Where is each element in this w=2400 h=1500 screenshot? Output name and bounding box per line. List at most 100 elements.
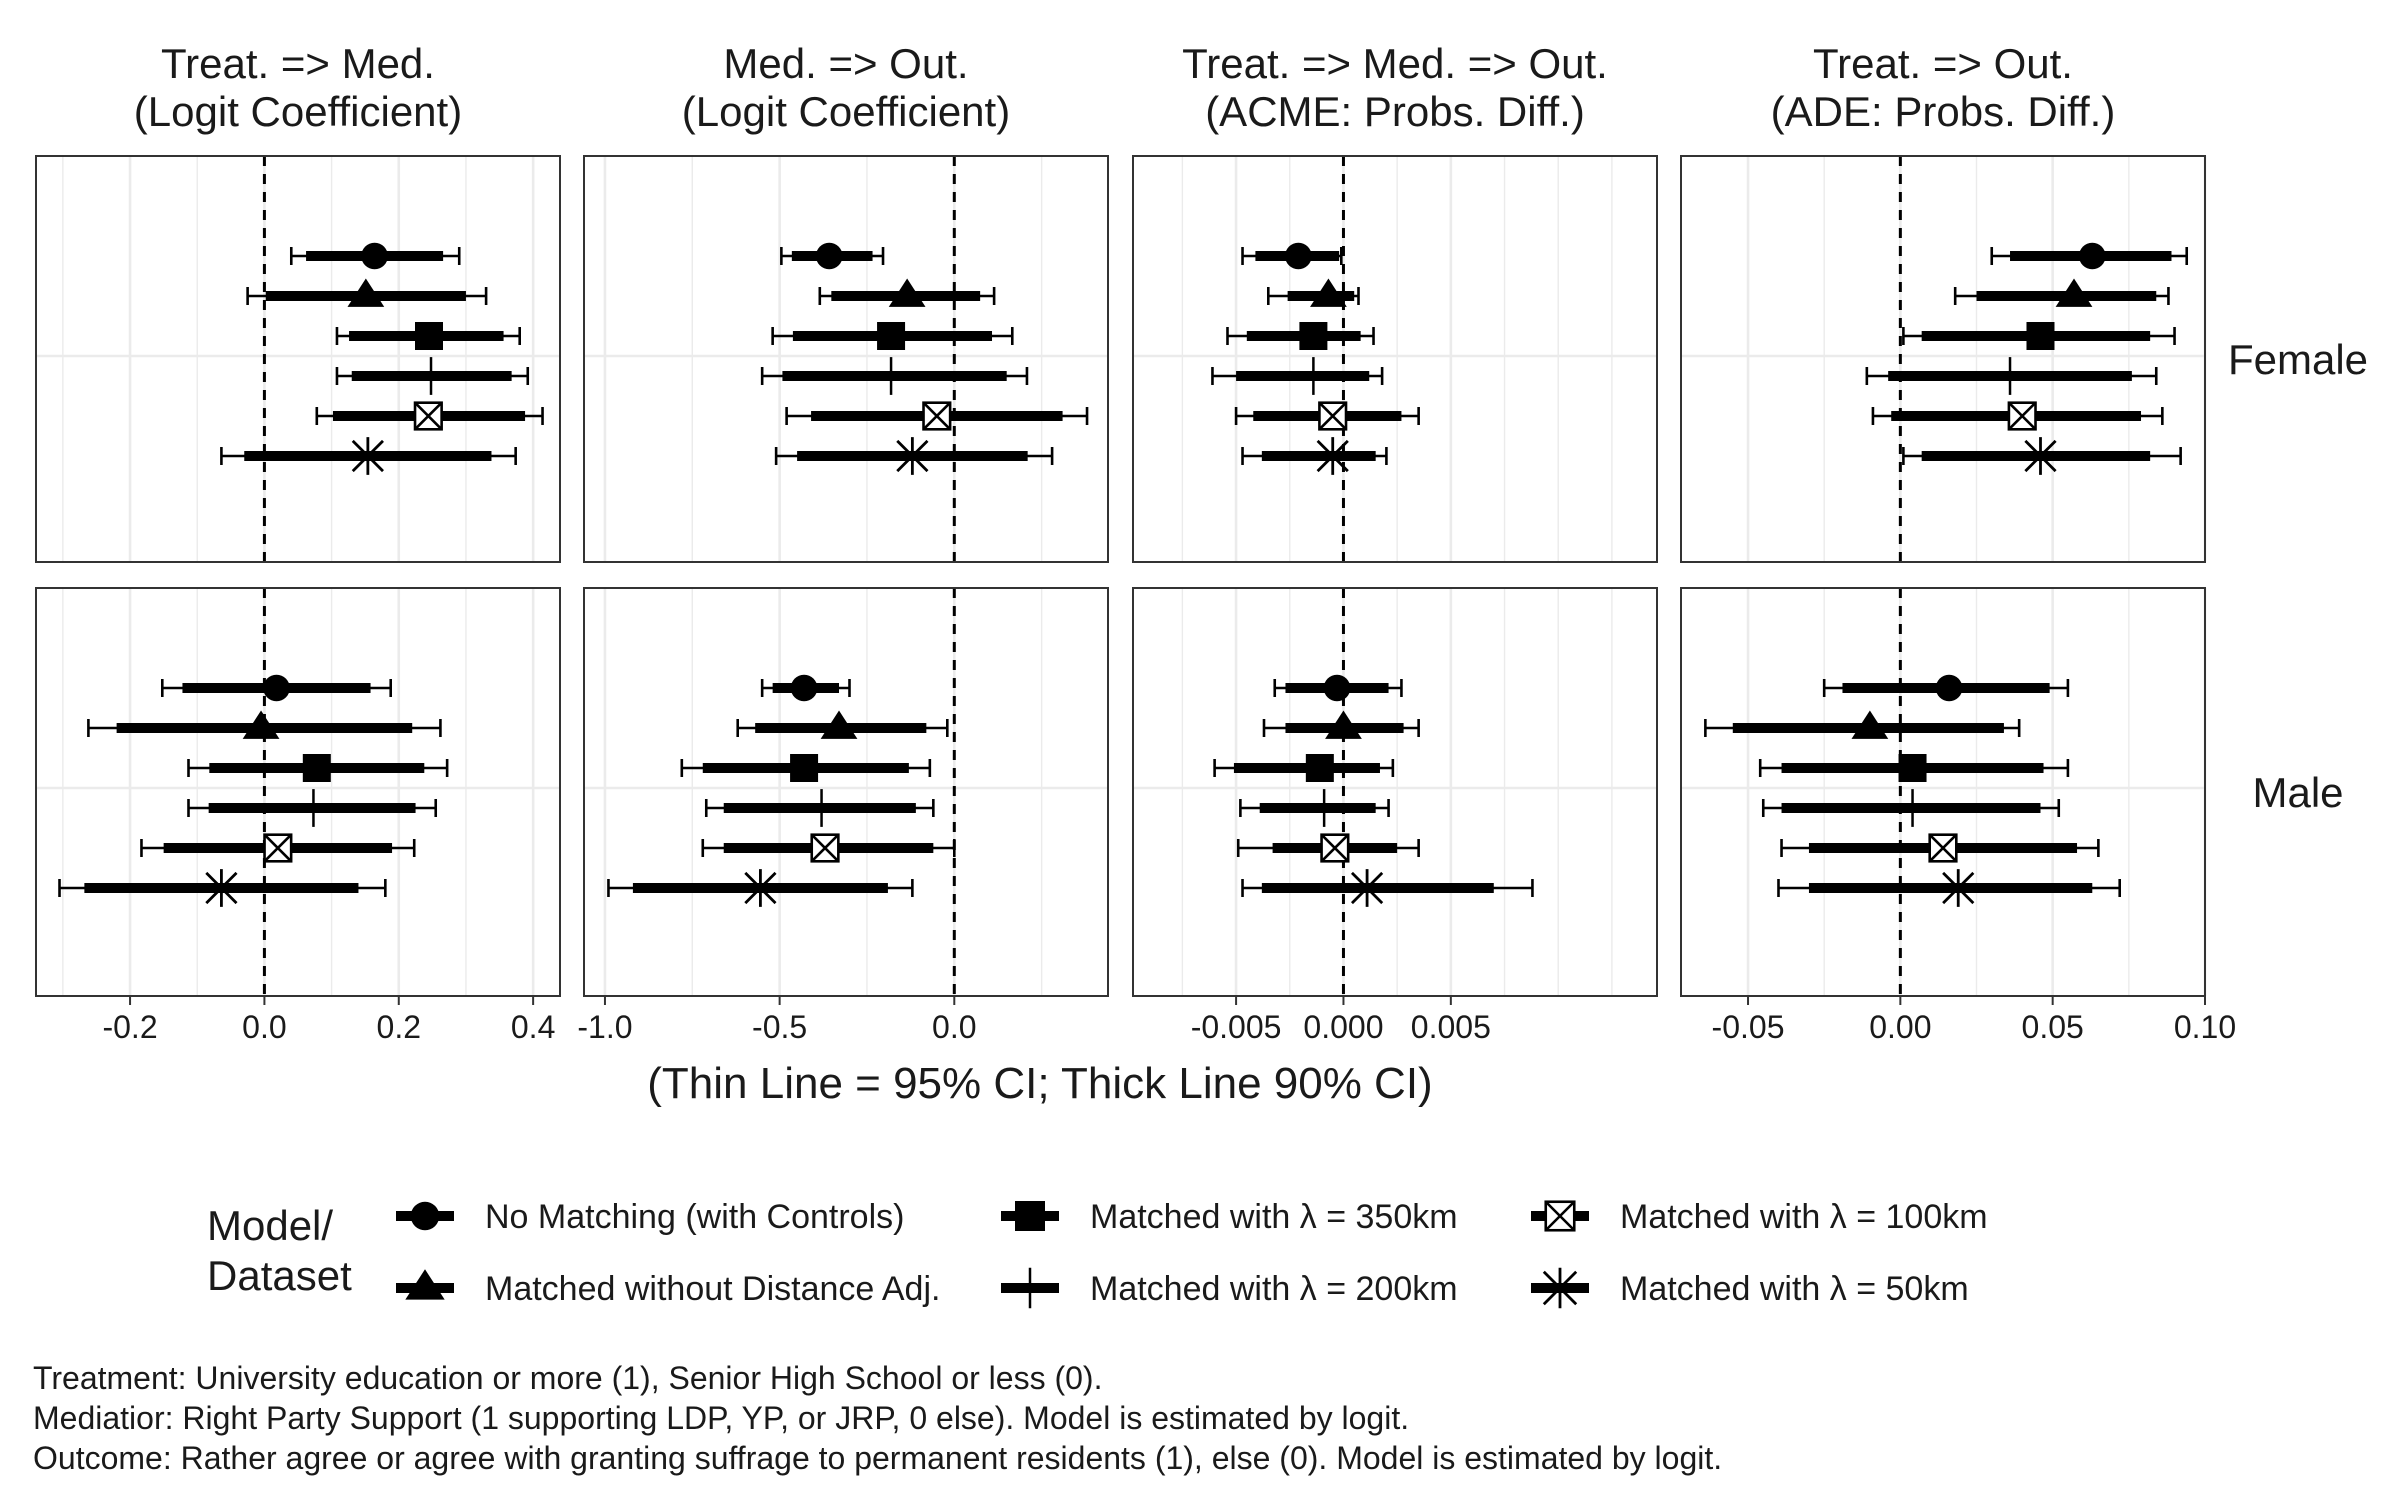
estimate-plus bbox=[335, 357, 530, 395]
point-marker bbox=[1310, 278, 1347, 307]
estimate-square bbox=[1758, 754, 2070, 782]
point-marker-triangle bbox=[1325, 710, 1362, 739]
column-title: (ACME: Probs. Diff.) bbox=[1205, 88, 1585, 135]
x-tick-label: 0.4 bbox=[511, 1009, 555, 1045]
estimate-triangle bbox=[246, 278, 488, 307]
x-tick-label: 0.000 bbox=[1303, 1009, 1383, 1045]
panels bbox=[35, 155, 2207, 997]
point-marker-square bbox=[877, 322, 906, 350]
estimate-plus bbox=[704, 789, 935, 827]
legend-label: Matched with λ = 200km bbox=[1090, 1270, 1458, 1308]
estimate-square bbox=[771, 322, 1014, 350]
legend-label: Matched with λ = 50km bbox=[1620, 1270, 1969, 1308]
point-marker-circle bbox=[1285, 242, 1312, 270]
point-marker-circle bbox=[1323, 674, 1351, 702]
column-title: (ADE: Probs. Diff.) bbox=[1771, 88, 2116, 135]
estimate-asterisk bbox=[1777, 869, 2121, 907]
estimate-crossed-square bbox=[1871, 401, 2164, 431]
panel bbox=[1680, 587, 2207, 997]
point-marker-square bbox=[1299, 322, 1328, 350]
point-marker bbox=[1898, 754, 1927, 782]
point-marker bbox=[2055, 278, 2093, 307]
estimate-triangle bbox=[1953, 278, 2170, 307]
estimate-circle bbox=[760, 674, 851, 702]
x-tick-label: 0.10 bbox=[2174, 1009, 2236, 1045]
panel bbox=[35, 155, 561, 563]
row-labels: Female Male bbox=[2228, 336, 2368, 816]
point-marker-square bbox=[790, 754, 819, 782]
point-marker-cross bbox=[1928, 833, 1958, 863]
legend-item: Matched with λ = 100km bbox=[1531, 1198, 1988, 1236]
estimate-plus bbox=[1761, 789, 2061, 827]
point-marker-cross bbox=[810, 833, 840, 863]
x-tick-label: 0.05 bbox=[2022, 1009, 2084, 1045]
point-marker bbox=[820, 710, 858, 739]
point-marker bbox=[790, 674, 818, 702]
estimate-plus bbox=[760, 357, 1029, 395]
estimate-asterisk bbox=[220, 437, 517, 475]
panel-border bbox=[583, 155, 1109, 563]
point-marker-triangle bbox=[2055, 278, 2093, 307]
legend-key-marker bbox=[410, 1201, 440, 1231]
panel bbox=[1132, 587, 1658, 997]
row-label: Female bbox=[2228, 336, 2368, 383]
point-marker bbox=[2026, 322, 2055, 350]
point-marker bbox=[1323, 674, 1351, 702]
point-marker bbox=[744, 869, 777, 907]
point-marker-triangle bbox=[347, 278, 385, 307]
estimate-crossed-square bbox=[140, 833, 416, 863]
estimate-asterisk bbox=[1902, 437, 2182, 475]
point-marker bbox=[922, 401, 952, 431]
point-marker bbox=[361, 242, 388, 270]
point-marker bbox=[415, 322, 443, 350]
panel-border bbox=[35, 587, 561, 997]
footnote-outcome: Outcome: Rather agree or agree with gran… bbox=[33, 1440, 1723, 1476]
estimate-crossed-square bbox=[1780, 833, 2100, 863]
point-marker bbox=[1318, 401, 1348, 431]
legend-item: Matched without Distance Adj. bbox=[396, 1269, 940, 1308]
point-marker-triangle bbox=[888, 278, 926, 307]
point-marker-asterisk bbox=[2024, 437, 2057, 475]
estimate-asterisk bbox=[58, 869, 387, 907]
point-marker-cross bbox=[263, 833, 293, 863]
point-marker bbox=[2024, 437, 2057, 475]
legend-item: Matched with λ = 350km bbox=[1001, 1198, 1458, 1236]
panel bbox=[1132, 155, 1658, 563]
point-marker bbox=[2078, 242, 2106, 270]
point-marker bbox=[1350, 869, 1384, 907]
estimate-square bbox=[1226, 322, 1375, 350]
point-marker-square bbox=[2026, 322, 2055, 350]
point-marker-circle bbox=[815, 242, 843, 270]
point-marker bbox=[1851, 710, 1889, 739]
point-marker-square bbox=[1305, 754, 1334, 782]
estimate-square bbox=[335, 322, 521, 350]
estimate-circle bbox=[1273, 674, 1403, 702]
point-marker bbox=[1928, 833, 1958, 863]
point-marker-triangle bbox=[1851, 710, 1889, 739]
x-tick-label: -1.0 bbox=[577, 1009, 632, 1045]
panel-border bbox=[1680, 155, 2206, 563]
point-marker-triangle bbox=[242, 710, 280, 739]
point-marker bbox=[413, 401, 443, 431]
point-marker-cross bbox=[1320, 833, 1350, 863]
estimate-triangle bbox=[87, 710, 442, 739]
point-marker bbox=[2007, 401, 2037, 431]
footnote-mediator: Mediatior: Right Party Support (1 suppor… bbox=[33, 1400, 1410, 1436]
column-title: (Logit Coefficient) bbox=[134, 88, 462, 135]
legend-key-marker-triangle bbox=[405, 1269, 445, 1300]
estimate-crossed-square bbox=[315, 401, 544, 431]
estimate-crossed-square bbox=[1236, 833, 1420, 863]
point-marker bbox=[351, 437, 384, 475]
panel-border bbox=[35, 155, 561, 563]
panel-border bbox=[1132, 587, 1658, 997]
point-marker-triangle bbox=[1310, 278, 1347, 307]
panel-border bbox=[583, 587, 1109, 997]
x-tick-label: 0.0 bbox=[932, 1009, 976, 1045]
estimate-triangle bbox=[736, 710, 949, 739]
point-marker-asterisk bbox=[1942, 869, 1975, 907]
x-tick-label: 0.2 bbox=[377, 1009, 421, 1045]
point-marker-asterisk bbox=[744, 869, 777, 907]
point-marker-cross bbox=[414, 401, 443, 431]
point-marker-asterisk bbox=[1316, 437, 1349, 475]
